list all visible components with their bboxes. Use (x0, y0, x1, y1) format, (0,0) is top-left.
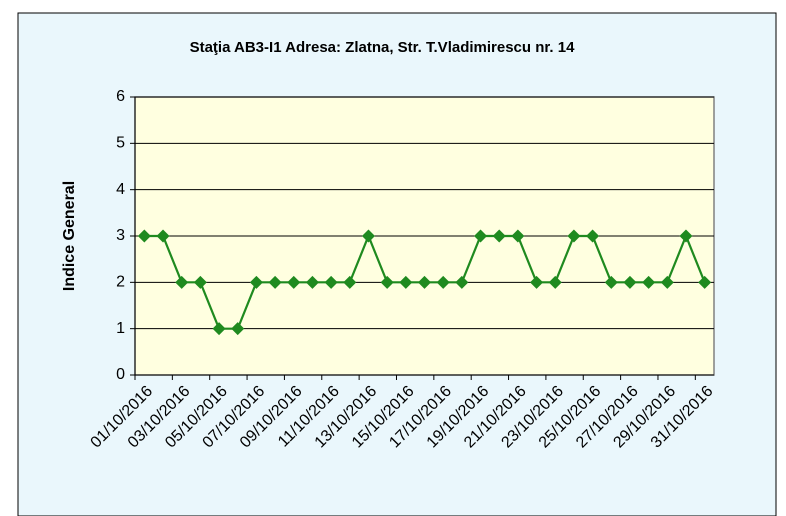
y-tick-label: 1 (116, 320, 125, 337)
marker (455, 275, 469, 289)
marker (231, 322, 245, 336)
marker (343, 275, 357, 289)
y-tick-label: 0 (116, 366, 125, 383)
marker (249, 275, 263, 289)
marker (175, 275, 189, 289)
marker (137, 229, 151, 243)
marker (287, 275, 301, 289)
marker (193, 275, 207, 289)
marker (156, 229, 170, 243)
y-tick-label: 6 (116, 88, 125, 105)
marker (268, 275, 282, 289)
marker (492, 229, 506, 243)
marker (399, 275, 413, 289)
y-tick-label: 4 (116, 181, 125, 198)
marker (361, 229, 375, 243)
marker (436, 275, 450, 289)
marker (642, 275, 656, 289)
marker (511, 229, 525, 243)
marker (660, 275, 674, 289)
y-axis-title: Indice General (61, 181, 78, 291)
y-tick-label: 3 (116, 227, 125, 244)
marker (623, 275, 637, 289)
marker (305, 275, 319, 289)
marker (212, 322, 226, 336)
marker (324, 275, 338, 289)
marker (548, 275, 562, 289)
marker (567, 229, 581, 243)
y-tick-label: 5 (116, 135, 125, 152)
marker (418, 275, 431, 289)
marker (530, 275, 544, 289)
marker (679, 229, 693, 243)
marker (474, 229, 488, 243)
marker (604, 275, 618, 289)
marker (380, 275, 394, 289)
chart-title: Staţia AB3-I1 Adresa: Zlatna, Str. T.Vla… (190, 39, 576, 56)
marker (586, 229, 600, 243)
marker (698, 275, 712, 289)
y-tick-label: 2 (116, 274, 125, 291)
